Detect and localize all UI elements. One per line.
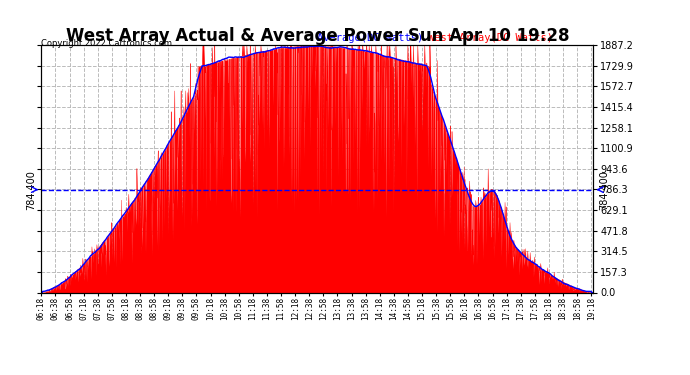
Text: 784.400: 784.400 (26, 170, 36, 210)
Title: West Array Actual & Average Power Sun Apr 10 19:28: West Array Actual & Average Power Sun Ap… (66, 27, 569, 45)
Text: West Array(DC Watts): West Array(DC Watts) (428, 33, 553, 42)
Text: Copyright 2022 Cartronics.com: Copyright 2022 Cartronics.com (41, 39, 172, 48)
Text: 784.400: 784.400 (599, 170, 609, 210)
Text: Average(DC Watts): Average(DC Watts) (317, 33, 424, 42)
